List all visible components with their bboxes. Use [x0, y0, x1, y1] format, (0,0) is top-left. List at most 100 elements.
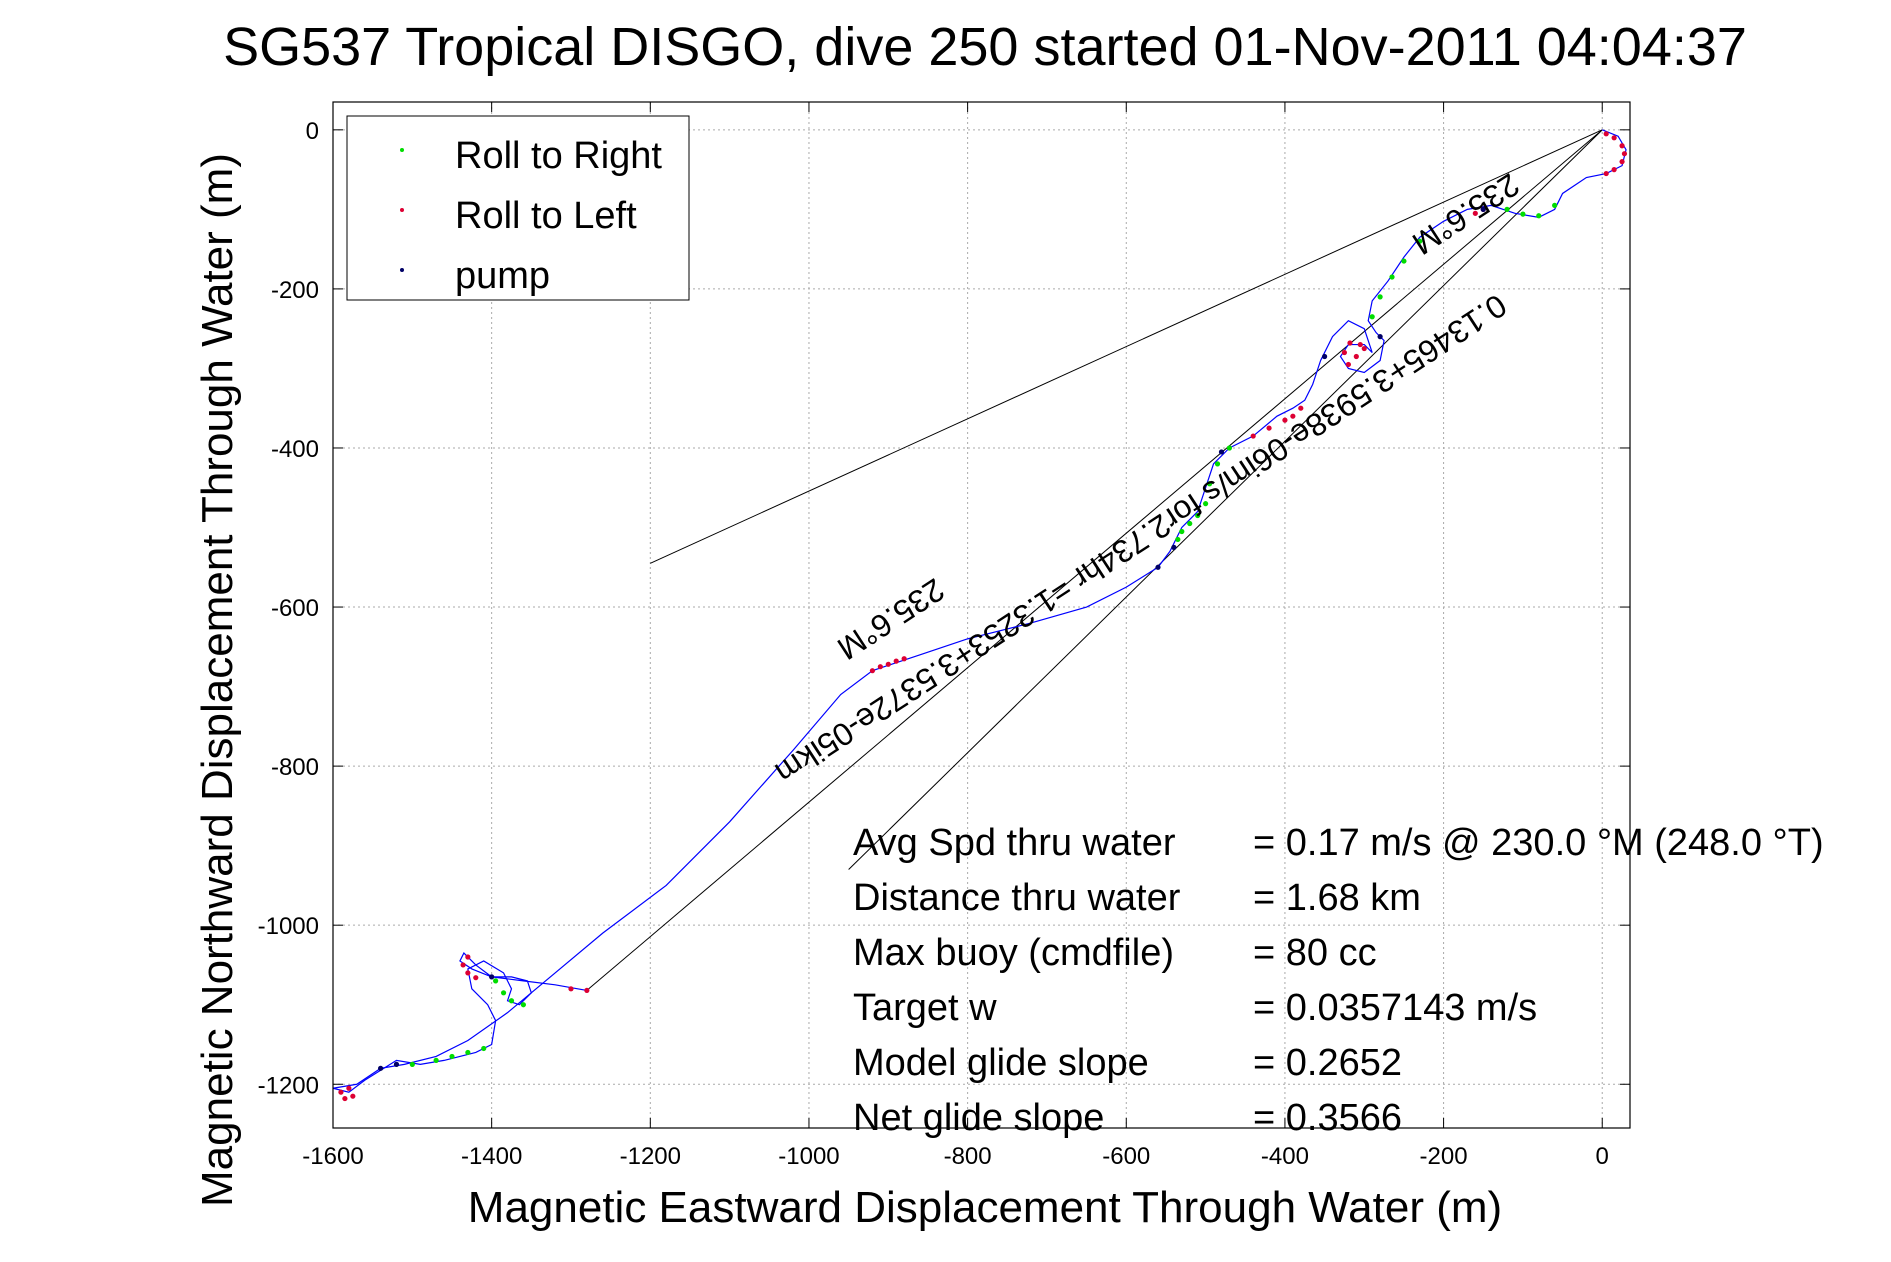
- series-point-roll-to-left: [346, 1085, 352, 1091]
- series-point-pump: [1155, 564, 1161, 570]
- reference-line: [650, 129, 1603, 564]
- series-point-roll-to-right: [1389, 274, 1395, 280]
- stat-label-distance: Distance thru water: [853, 877, 1181, 919]
- series-point-roll-to-left: [877, 664, 883, 670]
- x-tick-label: -1400: [461, 1143, 522, 1170]
- series-point-pump: [1171, 544, 1177, 550]
- x-axis-label: Magnetic Eastward Displacement Through W…: [468, 1183, 1502, 1232]
- series-point-roll-to-left: [338, 1089, 344, 1095]
- series-point-roll-to-left: [1361, 345, 1367, 352]
- stat-label-max-buoy: Max buoy (cmdfile): [853, 932, 1174, 974]
- legend: Roll to Right Roll to Left pump: [346, 115, 690, 301]
- series-point-roll-to-left: [1611, 167, 1617, 173]
- series-point-roll-to-right: [1226, 445, 1232, 451]
- series-point-roll-to-left: [460, 962, 466, 968]
- series-point-roll-to-right: [433, 1057, 439, 1063]
- tick-labels: -1600 -1400 -1200 -1000 -800 -600 -400 -200 0 0 -2…: [258, 118, 1609, 1170]
- reference-line: [848, 129, 1603, 870]
- x-tick-label: 0: [1596, 1143, 1609, 1170]
- series-point-roll-to-right: [493, 978, 499, 984]
- x-tick-label: -1200: [620, 1143, 681, 1170]
- series-point-roll-to-left: [869, 668, 876, 674]
- x-tick-label: -200: [1420, 1143, 1468, 1170]
- series-point-roll-to-left: [1603, 170, 1609, 177]
- series-point-roll-to-left: [1603, 131, 1609, 137]
- x-tick-label: -400: [1261, 1143, 1309, 1170]
- series-point-roll-to-right: [1377, 294, 1383, 300]
- chart-title: SG537 Tropical DISGO, dive 250 started 0…: [223, 17, 1747, 77]
- series-point-roll-to-left: [893, 658, 899, 664]
- series-point-roll-to-left: [1621, 151, 1628, 157]
- series-point-roll-to-left: [342, 1095, 348, 1102]
- y-tick-label: -400: [271, 436, 319, 463]
- series-point-roll-to-right: [1504, 206, 1510, 212]
- y-axis-label: Magnetic Northward Displacement Through …: [193, 153, 242, 1207]
- x-tick-label: -1600: [302, 1143, 363, 1170]
- series-point-roll-to-right: [409, 1061, 415, 1067]
- stat-label-net-glide: Net glide slope: [853, 1097, 1104, 1139]
- y-tick-label: -800: [271, 754, 319, 781]
- series-point-pump: [489, 974, 495, 980]
- legend-marker-roll-right: [400, 148, 404, 152]
- legend-box: [346, 115, 690, 301]
- series-point-roll-to-right: [1214, 461, 1221, 467]
- series-point-roll-to-right: [1417, 238, 1423, 244]
- y-tick-label: -200: [271, 277, 319, 304]
- series-point-roll-to-left: [350, 1093, 356, 1099]
- series-point-roll-to-right: [1187, 520, 1193, 527]
- series-point-roll-to-right: [1175, 536, 1181, 543]
- legend-marker-roll-left: [400, 208, 404, 212]
- stat-value-max-buoy: = 80 cc: [1253, 932, 1377, 974]
- series-point-roll-to-right: [1206, 481, 1213, 487]
- series-point-roll-to-left: [1341, 349, 1348, 356]
- series-point-roll-to-left: [465, 970, 471, 976]
- series-point-roll-to-left: [885, 661, 891, 667]
- stat-value-distance: = 1.68 km: [1253, 877, 1421, 919]
- series-point-roll-to-right: [449, 1053, 455, 1060]
- series-point-roll-to-right: [481, 1045, 487, 1052]
- series-point-roll-to-left: [1611, 135, 1617, 141]
- series-point-roll-to-left: [1353, 353, 1359, 360]
- legend-marker-pump: [400, 268, 404, 272]
- series-point-roll-to-right: [500, 990, 507, 996]
- series-point-roll-to-right: [1195, 512, 1201, 519]
- series-point-roll-to-left: [1266, 425, 1272, 431]
- reference-line: [586, 129, 1603, 991]
- series-point-roll-to-left: [901, 656, 907, 662]
- series-point-roll-to-left: [1282, 417, 1288, 423]
- series-point-roll-to-left: [1347, 340, 1353, 346]
- series-point-pump: [1321, 353, 1328, 360]
- series-point-pump: [1480, 206, 1486, 212]
- series-point-roll-to-left: [1290, 413, 1296, 419]
- legend-label-roll-right: Roll to Right: [455, 135, 662, 177]
- stat-label-avg-speed: Avg Spd thru water: [853, 822, 1176, 864]
- series-track-line: [332, 129, 1627, 1089]
- axes: [332, 101, 1631, 1129]
- series-point-pump: [393, 1061, 400, 1067]
- series-point-pump: [1218, 449, 1225, 455]
- series-point-roll-to-left: [568, 986, 574, 992]
- plot-frame: [332, 101, 1631, 1129]
- stat-value-net-glide: = 0.3566: [1253, 1097, 1402, 1139]
- series-point-roll-to-left: [1250, 433, 1256, 439]
- y-tick-label: -1200: [258, 1072, 319, 1099]
- series-point-roll-to-right: [520, 1002, 526, 1008]
- x-tick-label: -600: [1102, 1143, 1150, 1170]
- x-tick-label: -800: [944, 1143, 992, 1170]
- legend-label-pump: pump: [455, 255, 550, 297]
- y-tick-label: -1000: [258, 913, 319, 940]
- stat-label-model-glide: Model glide slope: [853, 1042, 1149, 1084]
- series-point-pump: [1377, 334, 1383, 340]
- series-point-roll-to-right: [1552, 202, 1558, 208]
- stat-value-target-w: = 0.0357143 m/s: [1253, 987, 1537, 1029]
- y-tick-label: 0: [306, 118, 319, 145]
- series-point-roll-to-right: [1536, 213, 1542, 219]
- series-point-roll-to-right: [1369, 314, 1375, 320]
- series-point-roll-to-left: [1298, 405, 1304, 411]
- series-point-roll-to-right: [508, 998, 515, 1004]
- series-point-roll-to-left: [1619, 143, 1625, 149]
- series-point-roll-to-left: [1357, 341, 1363, 348]
- series-point-roll-to-right: [1401, 258, 1407, 264]
